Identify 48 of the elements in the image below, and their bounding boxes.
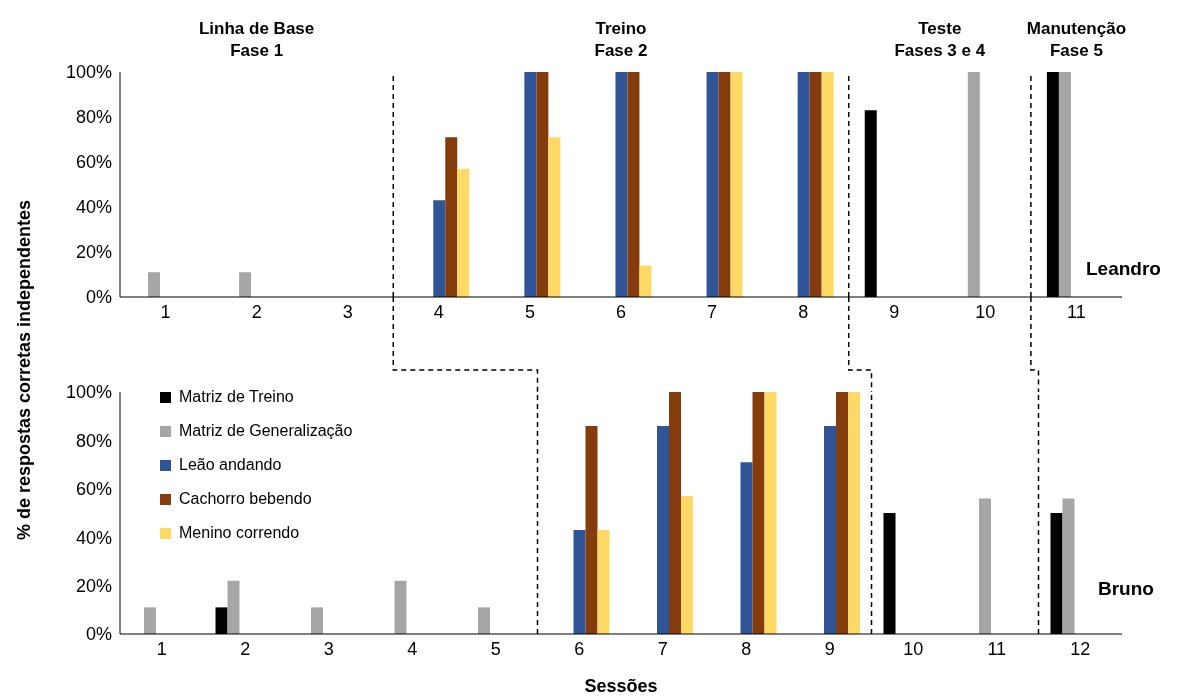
- x-tick-label: 5: [490, 638, 501, 659]
- text: Treino Fase 2: [593, 18, 649, 62]
- x-tick-label: 1: [156, 638, 167, 659]
- y-tick-label: 0%: [85, 287, 112, 308]
- x-tick-label: 2: [240, 638, 251, 659]
- y-tick-label: 80%: [75, 430, 112, 451]
- annotation: Leandro: [1086, 258, 1161, 280]
- x-tick-label: 11: [987, 638, 1007, 659]
- text: Manutenção Fase 5: [1026, 19, 1127, 60]
- legend-label: Leão andando: [179, 456, 282, 474]
- x-tick-label: 8: [798, 301, 809, 322]
- y-tick-label: 0%: [85, 624, 112, 645]
- y-tick-label: 60%: [75, 152, 112, 173]
- x-tick-label: 8: [741, 638, 752, 659]
- annotation: Bruno: [1098, 578, 1154, 600]
- x-tick-label: 9: [889, 301, 900, 322]
- y-tick-label: 80%: [75, 107, 112, 128]
- x-tick-label: 7: [707, 301, 718, 322]
- x-tick-label: 4: [407, 638, 418, 659]
- x-tick-label: 6: [615, 301, 627, 322]
- y-tick-label: 20%: [75, 575, 112, 596]
- x-tick-label: 9: [824, 638, 835, 659]
- x-tick-label: 2: [251, 301, 262, 322]
- y-tick-label: 60%: [75, 479, 112, 500]
- y-tick-label: 40%: [75, 197, 112, 218]
- legend-label: Matriz de Generalização: [179, 422, 353, 440]
- x-tick-label: 3: [342, 301, 353, 322]
- legend-label: Matriz de Treino: [179, 388, 294, 406]
- x-tick-label: 1: [160, 301, 171, 322]
- y-tick-label: 100%: [65, 62, 112, 83]
- y-tick-label: 100%: [65, 382, 112, 403]
- y-tick-label: 40%: [75, 527, 112, 548]
- text: Teste Fases 3 e 4: [894, 19, 986, 60]
- x-tick-label: 7: [657, 638, 668, 659]
- x-tick-label: 6: [574, 638, 585, 659]
- y-axis-title: % de respostas corretas independentes: [14, 199, 34, 541]
- x-tick-label: 12: [1070, 638, 1091, 659]
- x-tick-label: 5: [524, 301, 535, 322]
- text: Linha de Base Fase 1: [198, 18, 316, 62]
- x-tick-label: 3: [323, 638, 334, 659]
- y-tick-label: 20%: [75, 242, 112, 263]
- x-tick-label: 4: [433, 301, 444, 322]
- x-tick-label: 10: [903, 638, 924, 659]
- legend-label: Cachorro bebendo: [179, 490, 312, 508]
- x-tick-label: 10: [975, 301, 996, 322]
- legend-label: Menino correndo: [179, 524, 300, 542]
- x-tick-label: 11: [1067, 301, 1086, 322]
- x-axis-title: Sessões: [584, 676, 658, 696]
